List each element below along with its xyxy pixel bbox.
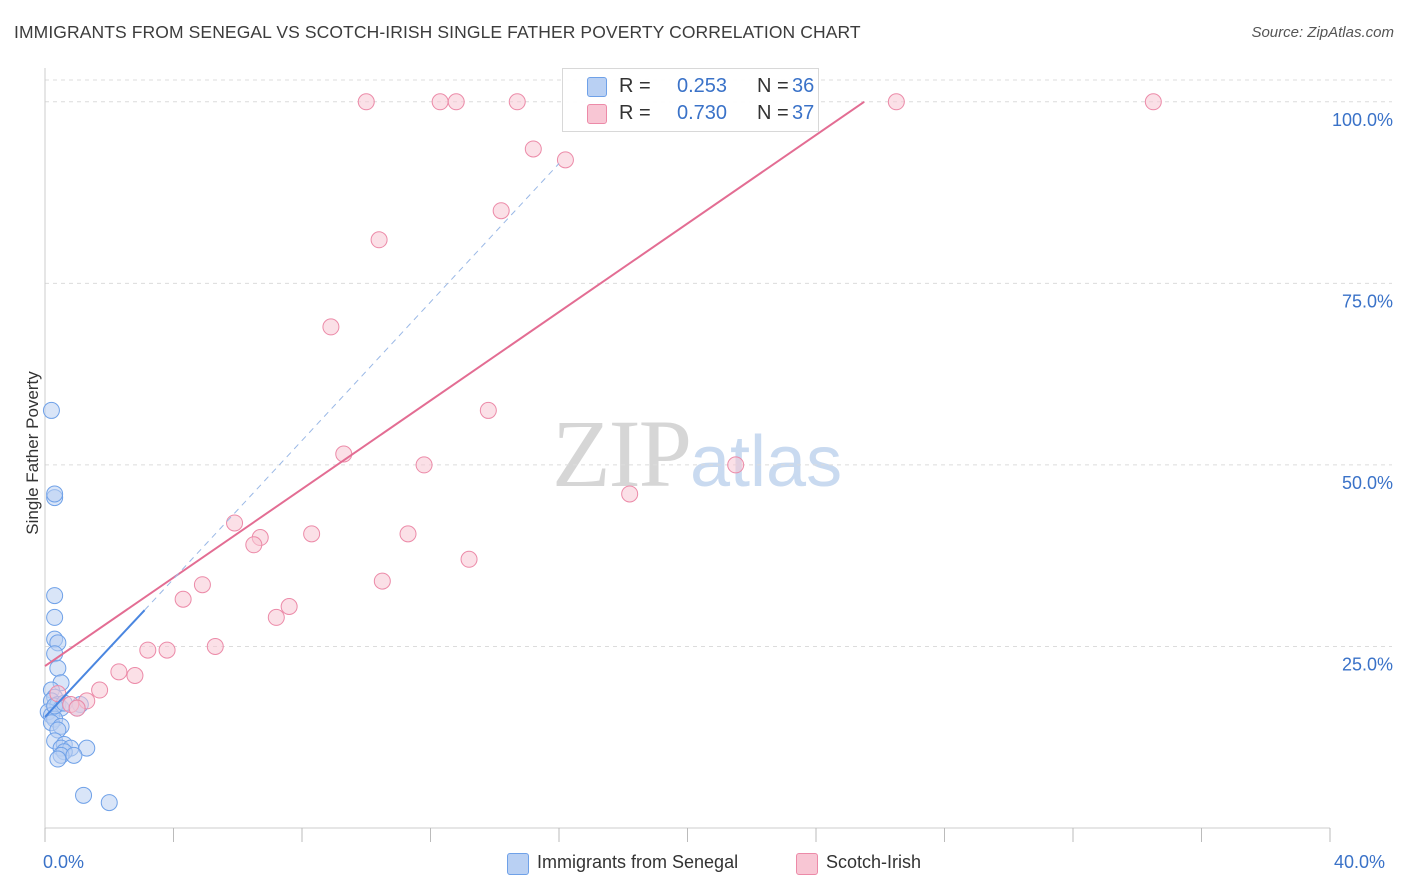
data-point xyxy=(46,485,64,503)
data-point xyxy=(447,93,465,111)
data-point xyxy=(206,637,224,655)
bottom-legend-swatch-senegal xyxy=(507,853,529,875)
data-point xyxy=(42,401,60,419)
gridlines xyxy=(45,79,1392,647)
bottom-legend-swatch-scotch-irish xyxy=(796,853,818,875)
trend-line-senegal xyxy=(44,609,146,718)
y-tick-label: 50.0% xyxy=(1342,473,1393,493)
data-point xyxy=(68,699,86,717)
chart-title: IMMIGRANTS FROM SENEGAL VS SCOTCH-IRISH … xyxy=(14,22,861,42)
data-point xyxy=(245,536,263,554)
data-point xyxy=(399,525,417,543)
legend-n-label: N = xyxy=(757,102,789,124)
data-point xyxy=(524,140,542,158)
data-point xyxy=(158,641,176,659)
legend-r-value-scotch-irish: 0.730 xyxy=(677,102,728,124)
data-point xyxy=(322,318,340,336)
legend-n-label: N = xyxy=(757,75,789,97)
legend-r-value-senegal: 0.253 xyxy=(677,75,728,97)
data-point xyxy=(373,572,391,590)
data-point xyxy=(1144,93,1162,111)
legend-n-value-scotch-irish: 37 xyxy=(792,102,815,124)
data-point xyxy=(727,456,745,474)
bottom-legend-label-scotch-irish: Scotch-Irish xyxy=(826,852,922,872)
trend-lines xyxy=(44,100,865,718)
series-senegal xyxy=(39,401,118,812)
x-tick-label-max: 40.0% xyxy=(1334,852,1386,872)
data-point xyxy=(460,550,478,568)
data-point xyxy=(479,401,497,419)
data-point xyxy=(267,608,285,626)
data-point xyxy=(46,608,64,626)
y-tick-label: 75.0% xyxy=(1342,291,1393,311)
data-point xyxy=(65,746,83,764)
watermark-atlas: atlas xyxy=(690,422,843,502)
legend-r-label: R = xyxy=(619,75,651,97)
data-point xyxy=(78,739,96,757)
data-point xyxy=(303,525,321,543)
trend-extension-senegal xyxy=(144,163,560,611)
axes xyxy=(44,68,1331,842)
data-point xyxy=(193,576,211,594)
source-credit: Source: ZipAtlas.com xyxy=(1251,24,1394,41)
data-point xyxy=(280,598,298,616)
watermark-zip: ZIP xyxy=(552,400,692,507)
bottom-legend-label-senegal: Immigrants from Senegal xyxy=(537,852,739,872)
data-point xyxy=(226,514,244,532)
data-point xyxy=(621,485,639,503)
data-point xyxy=(370,231,388,249)
data-point xyxy=(887,93,905,111)
data-point xyxy=(49,685,67,703)
data-point xyxy=(91,681,109,699)
legend-r-label: R = xyxy=(619,102,651,124)
trend-line-scotch-irish xyxy=(44,100,865,667)
data-point xyxy=(126,666,144,684)
x-tick-label-min: 0.0% xyxy=(43,852,85,872)
data-point xyxy=(75,786,93,804)
data-point xyxy=(492,202,510,220)
data-point xyxy=(431,93,449,111)
data-point xyxy=(100,794,118,812)
legend-swatch-senegal xyxy=(587,77,607,97)
data-point xyxy=(357,93,375,111)
data-point xyxy=(110,663,128,681)
watermark: ZIPatlas xyxy=(552,398,842,509)
data-point xyxy=(49,750,67,768)
data-point xyxy=(508,93,526,111)
y-axis-title: Single Father Poverty xyxy=(23,371,42,535)
data-point xyxy=(415,456,433,474)
legend-swatch-scotch-irish xyxy=(587,104,607,124)
data-point xyxy=(556,151,574,169)
y-tick-labels: 25.0% 50.0% 75.0% 100.0% xyxy=(1332,110,1393,675)
legend-n-value-senegal: 36 xyxy=(792,75,815,97)
data-point xyxy=(174,590,192,608)
data-point xyxy=(49,659,67,677)
series-scotch-irish xyxy=(49,93,1162,717)
data-point xyxy=(46,587,64,605)
data-point xyxy=(139,641,157,659)
legend-box: R = 0.253 N = 36 R = 0.730 N = 37 xyxy=(562,68,819,132)
y-tick-label: 100.0% xyxy=(1332,110,1393,130)
y-tick-label: 25.0% xyxy=(1342,654,1393,674)
